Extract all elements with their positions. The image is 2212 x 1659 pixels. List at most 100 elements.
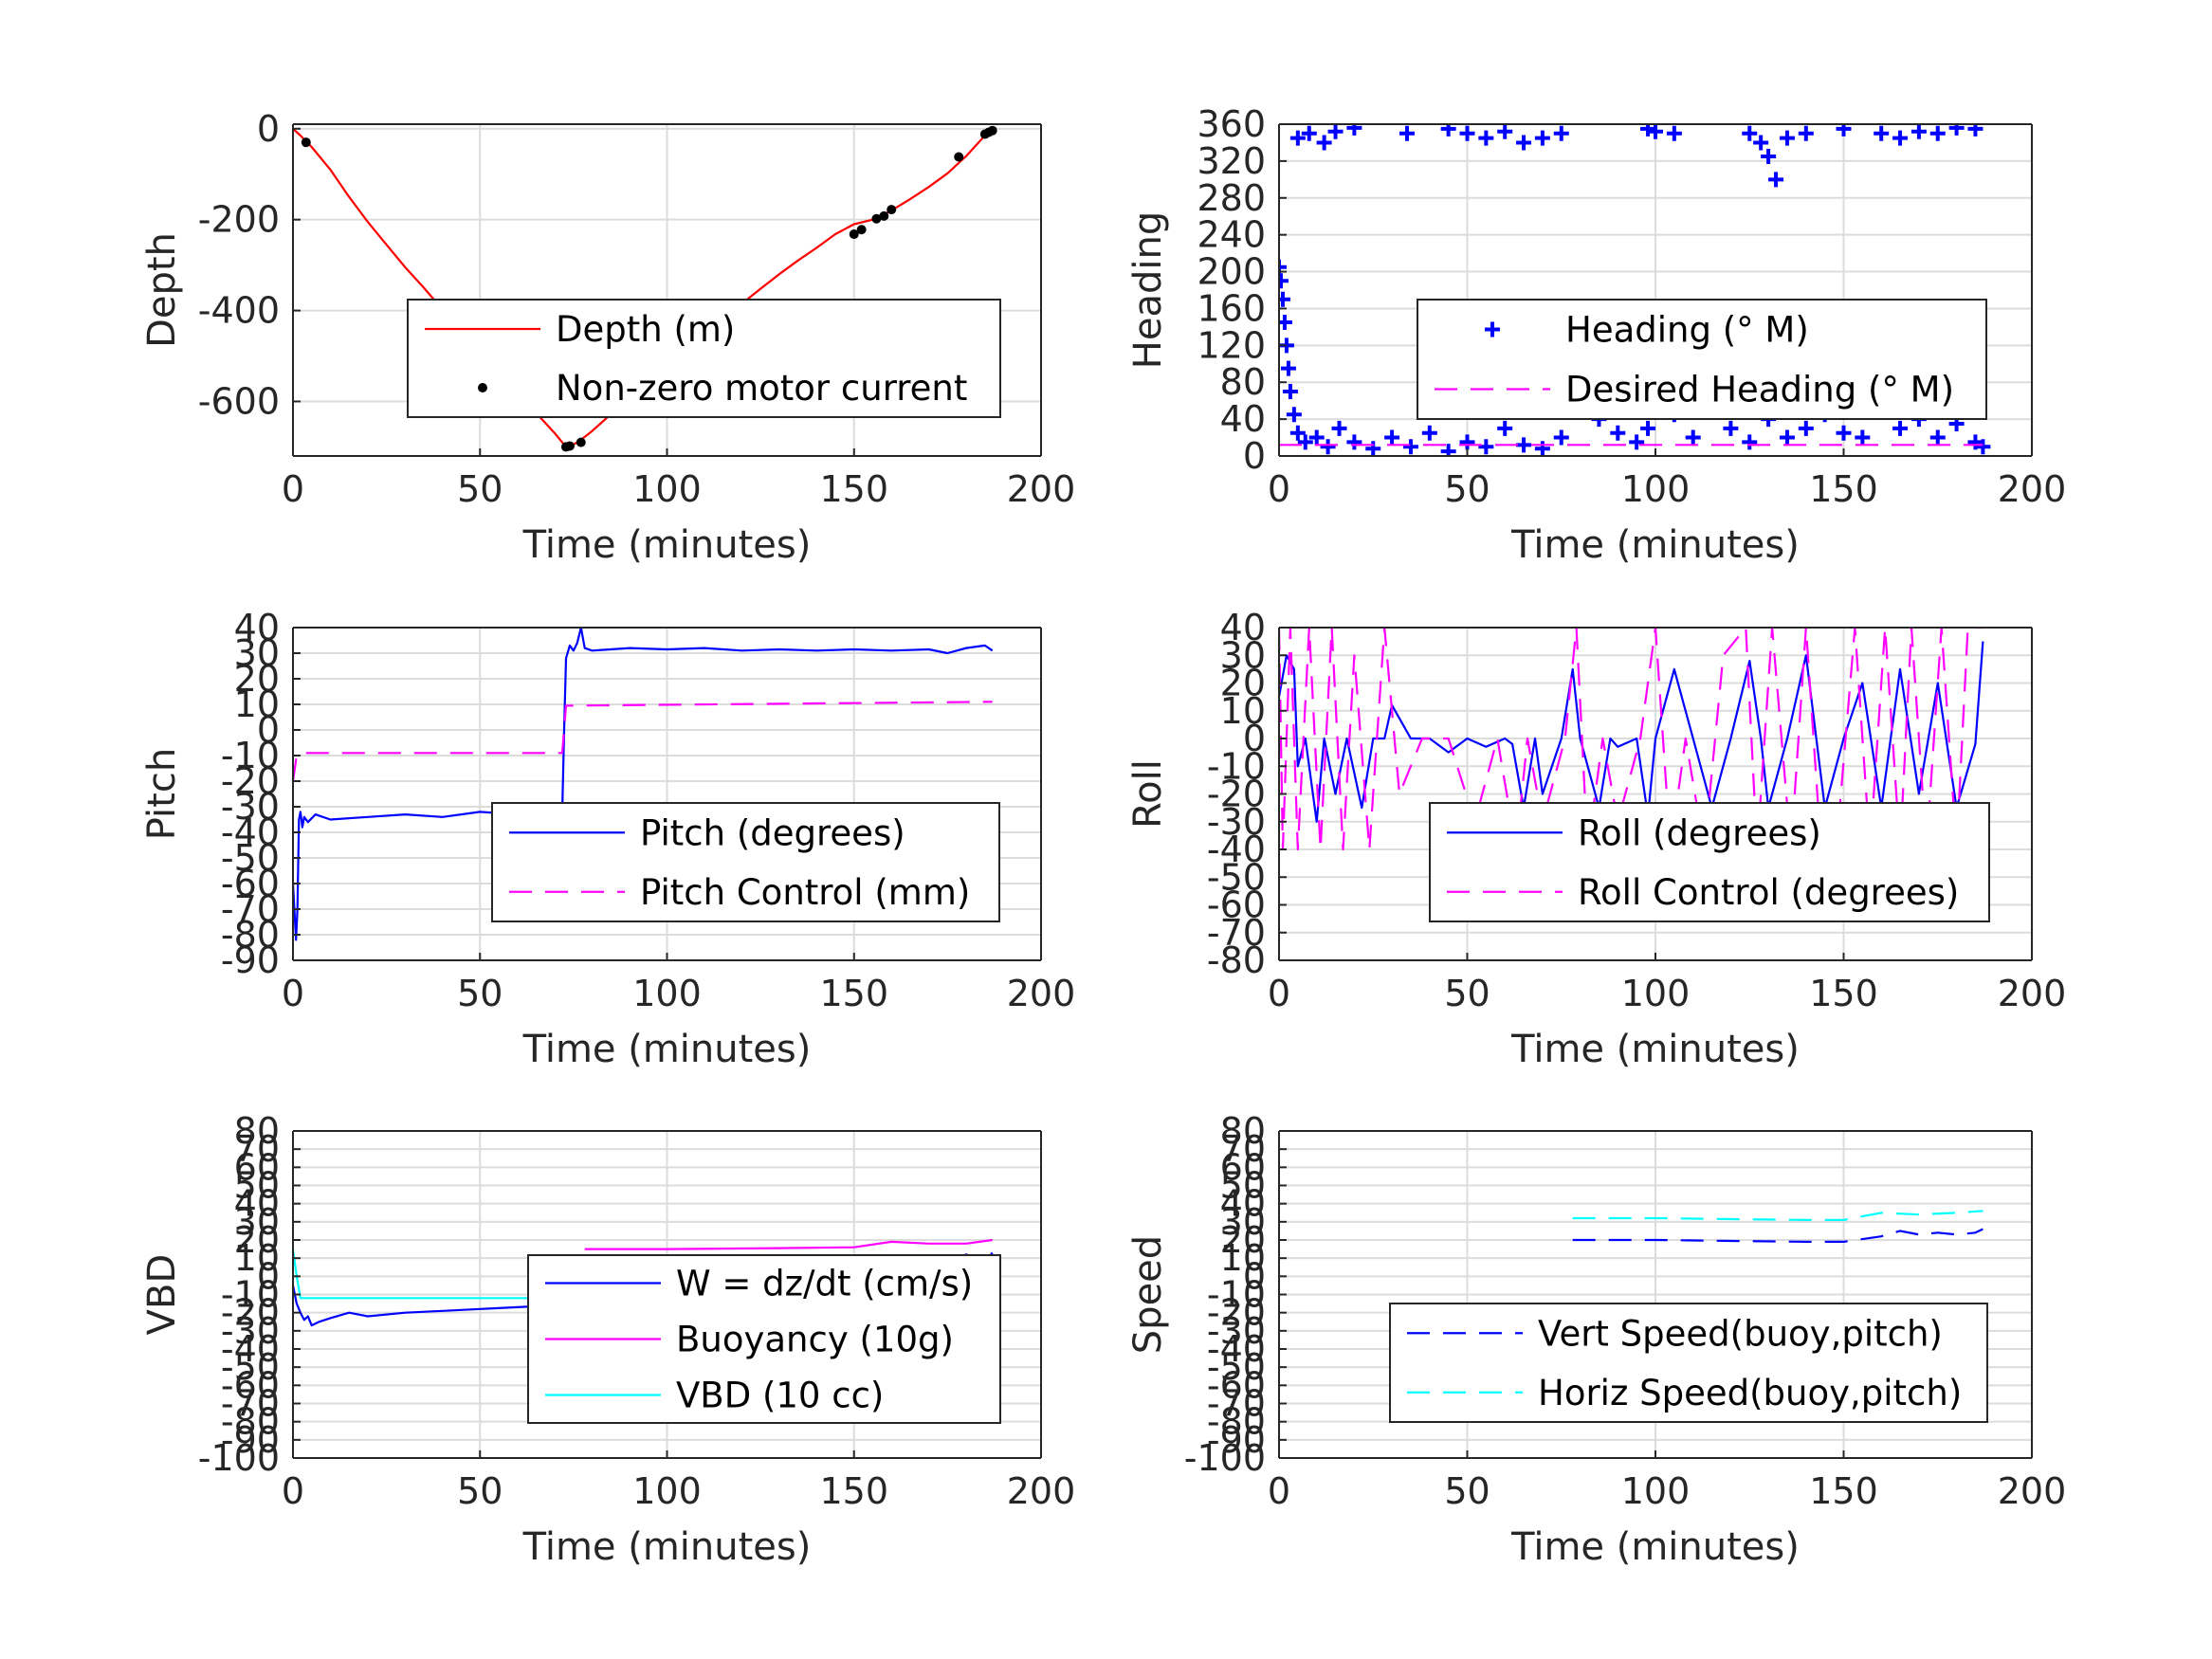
series-1-point — [1855, 429, 1871, 446]
series-2-point — [564, 441, 575, 451]
series-1-point — [1497, 124, 1513, 139]
x-tick-label: 100 — [1621, 1470, 1691, 1512]
y-tick-label: 0 — [1243, 1255, 1266, 1297]
x-tick-label: 0 — [1268, 1470, 1290, 1512]
x-tick-label: 50 — [1444, 468, 1490, 510]
x-tick-label: 100 — [1621, 973, 1691, 1014]
series-1-point — [1742, 434, 1758, 450]
y-tick-label: -100 — [1184, 1437, 1266, 1479]
x-tick-label: 0 — [282, 1470, 304, 1512]
y-tick-label: 70 — [1220, 1128, 1266, 1170]
series-1-point — [1892, 420, 1909, 436]
y-tick-label: -400 — [198, 290, 280, 332]
series-1-line — [1572, 1228, 1983, 1244]
series-1-point — [1967, 124, 1983, 137]
y-tick-label: -70 — [221, 888, 280, 930]
series-1-point — [1910, 124, 1927, 139]
y-tick-label: 0 — [1243, 435, 1266, 477]
y-tick-label: -40 — [221, 811, 280, 853]
x-tick-label: 0 — [282, 973, 304, 1014]
series-1-point — [1279, 291, 1290, 307]
series-1-point — [1640, 124, 1656, 137]
y-tick-label: -50 — [1207, 856, 1266, 898]
x-tick-label: 0 — [1268, 973, 1290, 1014]
y-tick-label: -80 — [1207, 939, 1266, 981]
y-tick-label: -80 — [1207, 1401, 1266, 1443]
legend-box — [407, 299, 1001, 418]
y-tick-label: -80 — [221, 1401, 280, 1443]
series-1-point — [1516, 135, 1532, 151]
y-tick-label: -40 — [1207, 1328, 1266, 1370]
series-1-point — [1553, 429, 1569, 446]
y-tick-label: 60 — [234, 1146, 280, 1188]
y-tick-label: 10 — [1220, 690, 1266, 732]
y-tick-label: 0 — [257, 709, 280, 751]
series-1-point — [1975, 439, 1991, 455]
legend: Roll (degrees) Roll Control (degrees) — [1429, 802, 1990, 922]
y-tick-label: -70 — [1207, 1383, 1266, 1425]
series-1-point — [1459, 125, 1475, 141]
series-1-point — [1534, 130, 1550, 146]
y-tick-label: -30 — [1207, 1310, 1266, 1352]
x-tick-label: 0 — [1268, 468, 1290, 510]
y-tick-label: 80 — [234, 1110, 280, 1152]
y-tick-label: -40 — [1207, 829, 1266, 870]
y-tick-label: -10 — [221, 1274, 280, 1316]
series-1-point — [1440, 124, 1456, 137]
series-1-point — [1798, 420, 1814, 436]
y-tick-label: -10 — [221, 735, 280, 776]
y-tick-label: 240 — [1197, 214, 1266, 256]
series-1-point — [1742, 125, 1758, 141]
series-1-point — [1365, 441, 1381, 456]
y-tick-label: 20 — [1220, 663, 1266, 704]
y-axis-label: Pitch — [140, 748, 184, 840]
y-tick-label: -30 — [1207, 801, 1266, 843]
y-tick-label: -20 — [221, 1292, 280, 1334]
y-tick-label: -70 — [221, 1383, 280, 1425]
y-tick-label: 160 — [1197, 287, 1266, 329]
y-tick-label: 360 — [1197, 103, 1266, 145]
chart-panel-3: 0 50 100 150 200403020100-10-20-30-40-50-60-… — [140, 607, 1075, 1071]
legend-label: Non-zero motor current — [556, 368, 967, 409]
y-tick-label: -90 — [221, 939, 280, 981]
series-1-point — [1798, 125, 1814, 141]
y-tick-label: -50 — [221, 837, 280, 879]
x-tick-label: 200 — [1998, 1470, 2067, 1512]
y-tick-label: 40 — [1220, 1183, 1266, 1225]
series-1-point — [1768, 172, 1784, 188]
legend-box — [1429, 802, 1990, 922]
series-1-point — [1301, 125, 1317, 141]
chart-panel-1: 0 50 100 150 200 0 -200 -400 -600 Time (minutes) D… — [140, 108, 1075, 567]
legend: Depth (m) Non-zero motor current — [407, 299, 1001, 418]
x-axis-label: Time (minutes) — [522, 1525, 812, 1569]
y-tick-label: 70 — [234, 1128, 280, 1170]
x-tick-label: 150 — [819, 973, 888, 1014]
y-tick-label: -20 — [1207, 1292, 1266, 1334]
y-axis-label: Roll — [1126, 759, 1170, 829]
legend-label: Roll Control (degrees) — [1578, 872, 1959, 913]
series-2-point — [954, 152, 964, 162]
x-tick-label: 150 — [1809, 1470, 1878, 1512]
legend: W = dz/dt (cm/s) Buoyancy (10g) VBD (10 cc… — [527, 1254, 1001, 1424]
y-tick-label: -50 — [1207, 1346, 1266, 1388]
x-tick-label: 200 — [1007, 973, 1076, 1014]
y-axis-label: Heading — [1126, 211, 1170, 369]
chart-panel-6: 0 50 100 150 20080706050403020100-10-20-30-4… — [1126, 1110, 2066, 1569]
legend-label: Desired Heading (° M) — [1565, 370, 1954, 410]
x-tick-label: 50 — [1444, 1470, 1490, 1512]
series-1-point — [1723, 420, 1739, 436]
series-1-point — [1346, 434, 1362, 450]
plot-area — [293, 628, 994, 941]
legend-box — [491, 802, 1000, 922]
y-tick-label: -60 — [221, 863, 280, 904]
series-2-point — [871, 213, 882, 224]
y-tick-label: -50 — [221, 1346, 280, 1388]
y-tick-label: 10 — [234, 684, 280, 725]
y-tick-label: 30 — [1220, 1201, 1266, 1243]
series-1-point — [1516, 437, 1532, 453]
y-tick-label: 280 — [1197, 177, 1266, 219]
series-1-line — [1279, 641, 1984, 823]
y-tick-label: 30 — [234, 1201, 280, 1243]
y-tick-label: 200 — [1197, 251, 1266, 293]
